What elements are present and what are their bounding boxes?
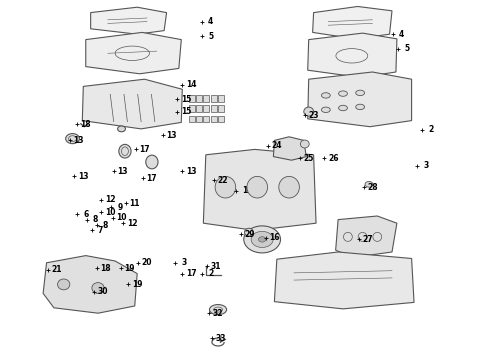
Bar xyxy=(211,116,217,122)
Text: 12: 12 xyxy=(127,219,138,228)
Text: 2: 2 xyxy=(208,269,213,278)
Bar xyxy=(218,95,224,102)
Text: 13: 13 xyxy=(186,166,196,176)
Text: 15: 15 xyxy=(181,107,192,116)
Text: 27: 27 xyxy=(362,235,373,244)
Text: 30: 30 xyxy=(98,287,108,296)
Text: 8: 8 xyxy=(103,220,108,230)
Ellipse shape xyxy=(66,134,79,144)
Ellipse shape xyxy=(215,176,236,198)
Text: 16: 16 xyxy=(269,233,280,242)
Text: 4: 4 xyxy=(208,17,213,26)
Polygon shape xyxy=(203,149,316,230)
Text: 14: 14 xyxy=(186,80,196,89)
Text: 3: 3 xyxy=(424,161,429,170)
Text: 6: 6 xyxy=(83,210,88,219)
Bar xyxy=(203,105,209,112)
Ellipse shape xyxy=(118,126,125,132)
Text: 29: 29 xyxy=(245,230,255,239)
Ellipse shape xyxy=(244,226,280,253)
Bar xyxy=(196,116,202,122)
Text: 13: 13 xyxy=(117,166,128,176)
Bar xyxy=(211,95,217,102)
Polygon shape xyxy=(336,216,397,257)
Bar xyxy=(211,105,217,112)
Text: 11: 11 xyxy=(129,199,140,208)
Text: 24: 24 xyxy=(271,141,282,150)
Text: 5: 5 xyxy=(404,44,409,53)
Polygon shape xyxy=(273,137,306,160)
Polygon shape xyxy=(43,256,137,313)
Ellipse shape xyxy=(321,93,330,98)
Text: 3: 3 xyxy=(181,258,186,267)
Text: 28: 28 xyxy=(367,183,378,192)
Ellipse shape xyxy=(365,181,373,187)
Ellipse shape xyxy=(339,105,347,111)
Bar xyxy=(189,116,195,122)
Text: 4: 4 xyxy=(399,30,404,39)
Ellipse shape xyxy=(92,283,104,293)
Bar xyxy=(196,95,202,102)
Text: 21: 21 xyxy=(51,266,62,274)
Bar xyxy=(203,95,209,102)
Bar xyxy=(189,95,195,102)
Text: 18: 18 xyxy=(80,120,91,129)
Text: 20: 20 xyxy=(142,258,152,267)
Text: 19: 19 xyxy=(124,264,135,273)
Polygon shape xyxy=(308,72,412,127)
Text: 10: 10 xyxy=(105,208,116,217)
Text: 33: 33 xyxy=(215,334,226,343)
Polygon shape xyxy=(308,33,397,77)
Ellipse shape xyxy=(119,144,131,158)
Text: 18: 18 xyxy=(100,264,111,273)
Text: 17: 17 xyxy=(147,174,157,183)
Text: 31: 31 xyxy=(210,262,221,271)
Text: 7: 7 xyxy=(98,226,103,235)
Polygon shape xyxy=(82,79,182,129)
Ellipse shape xyxy=(356,90,365,96)
Ellipse shape xyxy=(247,176,268,198)
Text: 25: 25 xyxy=(303,154,314,163)
Bar xyxy=(196,105,202,112)
Ellipse shape xyxy=(304,107,314,116)
Bar xyxy=(203,116,209,122)
Text: 2: 2 xyxy=(429,125,434,134)
Text: 26: 26 xyxy=(328,154,339,163)
Bar xyxy=(189,105,195,112)
Text: 19: 19 xyxy=(132,280,143,289)
Ellipse shape xyxy=(339,91,347,96)
Ellipse shape xyxy=(259,237,266,242)
Ellipse shape xyxy=(251,231,273,248)
Text: 17: 17 xyxy=(186,269,196,278)
Text: 10: 10 xyxy=(116,213,127,222)
Text: 17: 17 xyxy=(139,145,150,154)
Text: 8: 8 xyxy=(93,215,98,224)
Ellipse shape xyxy=(321,107,330,112)
Text: 15: 15 xyxy=(181,95,192,104)
Ellipse shape xyxy=(300,140,309,148)
Polygon shape xyxy=(274,252,414,309)
Ellipse shape xyxy=(146,155,158,169)
Polygon shape xyxy=(91,7,167,34)
Text: 1: 1 xyxy=(243,186,247,195)
Text: 9: 9 xyxy=(118,202,122,211)
Ellipse shape xyxy=(356,104,365,109)
Text: 12: 12 xyxy=(105,195,116,204)
Ellipse shape xyxy=(210,305,226,315)
Text: 5: 5 xyxy=(208,32,213,41)
Ellipse shape xyxy=(58,279,70,290)
Ellipse shape xyxy=(245,228,253,236)
Text: 13: 13 xyxy=(73,136,84,145)
Text: 22: 22 xyxy=(218,176,228,185)
Bar xyxy=(218,116,224,122)
Text: 32: 32 xyxy=(213,309,223,318)
Text: 13: 13 xyxy=(166,131,177,140)
Ellipse shape xyxy=(279,176,299,198)
Text: 23: 23 xyxy=(308,111,319,120)
Polygon shape xyxy=(86,32,181,74)
Polygon shape xyxy=(313,6,392,39)
Text: 13: 13 xyxy=(78,172,89,181)
Bar xyxy=(218,105,224,112)
